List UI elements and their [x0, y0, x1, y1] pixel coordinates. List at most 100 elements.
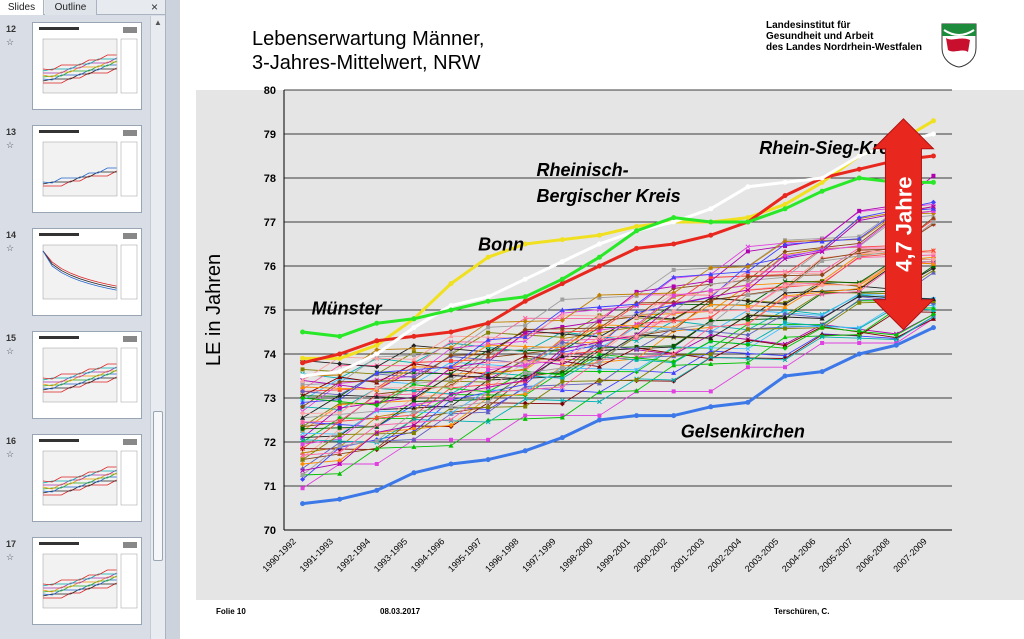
district-marker	[931, 308, 936, 312]
pane-scrollbar[interactable]: ▲	[150, 16, 165, 639]
close-icon[interactable]: ×	[150, 0, 158, 14]
thumbnail-preview[interactable]	[32, 228, 142, 316]
tab-slides[interactable]: Slides	[0, 0, 44, 15]
series-point	[485, 320, 491, 326]
tab-outline[interactable]: Outline	[45, 0, 97, 15]
scroll-up-icon[interactable]: ▲	[154, 18, 162, 27]
scrollbar-thumb[interactable]	[153, 411, 163, 561]
slide-thumbnail-12[interactable]: 12 ☆	[0, 22, 150, 118]
series-point	[300, 360, 306, 366]
series-point	[485, 294, 491, 300]
district-marker	[819, 316, 825, 321]
district-marker	[374, 424, 379, 429]
district-marker	[560, 376, 565, 381]
district-marker	[819, 282, 825, 288]
district-marker	[782, 304, 788, 310]
district-marker	[337, 392, 343, 398]
thumbnail-preview[interactable]	[32, 331, 142, 419]
district-marker	[708, 389, 713, 394]
district-marker	[411, 399, 416, 404]
series-point	[374, 351, 380, 357]
slide-thumbnail-16[interactable]: 16 ☆	[0, 434, 150, 530]
district-marker	[782, 294, 788, 300]
district-marker	[856, 247, 862, 253]
district-marker	[634, 388, 640, 393]
district-marker	[671, 274, 677, 280]
series-point	[930, 118, 936, 124]
series-point	[634, 413, 640, 419]
district-marker	[337, 385, 343, 391]
district-marker	[374, 415, 380, 421]
district-marker	[448, 333, 454, 339]
slide-number: 12	[6, 24, 17, 34]
thumbnail-preview[interactable]	[32, 434, 142, 522]
district-marker	[522, 318, 528, 324]
slide-thumbnail-13[interactable]: 13 ☆	[0, 125, 150, 221]
x-tick-label: 1990-1992	[260, 536, 298, 574]
district-marker	[931, 173, 936, 178]
institute-line: Landesinstitut für	[766, 20, 851, 31]
series-point	[522, 276, 528, 282]
district-marker	[745, 283, 750, 288]
district-marker	[597, 378, 602, 383]
series-point	[782, 201, 788, 207]
series-point	[522, 298, 528, 304]
thumbnail-preview[interactable]	[32, 125, 142, 213]
district-marker	[411, 350, 416, 355]
district-marker	[485, 374, 491, 380]
district-marker	[930, 305, 936, 310]
district-marker	[745, 337, 751, 343]
series-line-gelsenkirchen	[302, 326, 935, 506]
district-marker	[411, 343, 417, 349]
series-point	[708, 232, 714, 238]
district-marker	[856, 236, 862, 241]
series-point	[782, 179, 788, 185]
thumbnail-preview[interactable]	[32, 22, 142, 110]
district-marker	[596, 351, 602, 357]
district-marker	[449, 358, 453, 363]
district-marker	[485, 334, 491, 340]
district-marker	[411, 374, 417, 380]
district-marker	[448, 391, 454, 397]
district-marker	[856, 335, 862, 341]
district-marker	[374, 422, 380, 428]
district-marker	[449, 404, 453, 409]
district-line	[302, 250, 934, 449]
annotation-label: Gelsenkirchen	[681, 422, 805, 442]
district-marker	[782, 353, 788, 358]
series-point	[930, 179, 936, 185]
district-marker	[596, 355, 602, 360]
footer-date: 08.03.2017	[380, 607, 421, 616]
district-marker	[411, 392, 416, 397]
thumbnail-preview[interactable]	[32, 537, 142, 625]
district-marker	[485, 389, 491, 395]
institute-line: des Landes Nordrhein-Westfalen	[766, 42, 922, 53]
district-marker	[782, 334, 788, 340]
district-marker	[448, 410, 454, 416]
district-marker	[708, 356, 714, 361]
district-marker	[671, 327, 676, 332]
district-marker	[634, 323, 640, 329]
district-marker	[374, 364, 380, 370]
series-point	[411, 333, 417, 339]
series-point	[782, 206, 788, 212]
district-marker	[745, 327, 750, 332]
district-marker	[374, 378, 380, 384]
district-marker	[300, 468, 305, 473]
district-marker	[596, 380, 602, 386]
district-marker	[597, 361, 602, 366]
slide-number: 16	[6, 436, 17, 446]
district-marker	[596, 313, 602, 319]
district-marker	[300, 461, 306, 467]
slide-thumbnail-14[interactable]: 14 ☆	[0, 228, 150, 324]
district-marker	[782, 249, 788, 255]
district-marker	[374, 402, 380, 408]
district-marker	[449, 397, 453, 402]
district-marker	[671, 362, 677, 368]
district-marker	[931, 299, 936, 304]
series-point	[708, 404, 714, 410]
district-marker	[522, 359, 528, 365]
slide-thumbnail-15[interactable]: 15 ☆	[0, 331, 150, 427]
slide-thumbnail-17[interactable]: 17 ☆	[0, 537, 150, 633]
district-marker	[300, 473, 305, 477]
